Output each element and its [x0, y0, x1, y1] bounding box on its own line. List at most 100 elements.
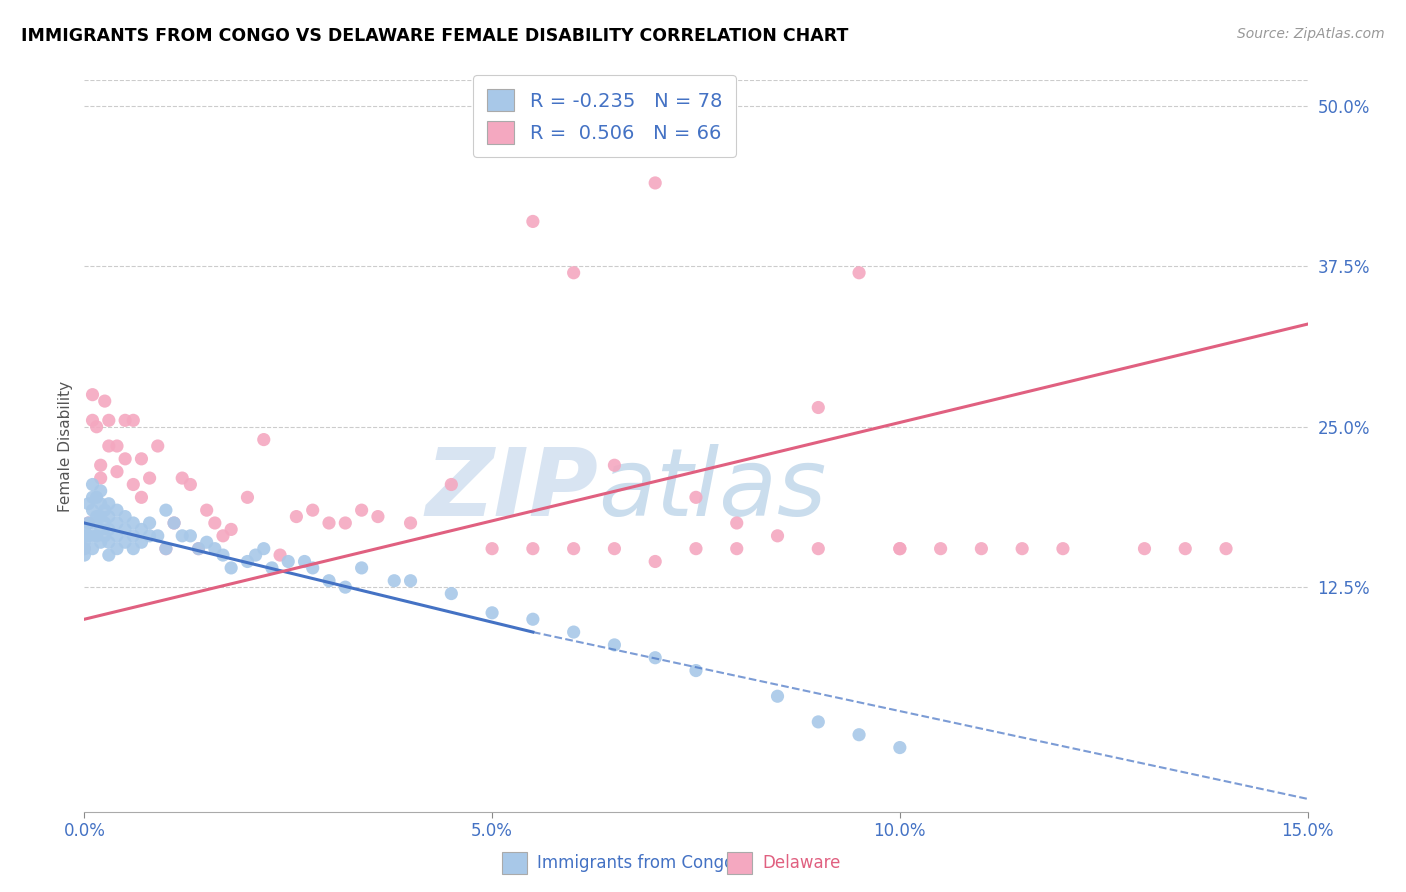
Point — [399, 516, 422, 530]
Point — [1215, 541, 1237, 556]
Point — [335, 516, 357, 530]
Point — [481, 541, 503, 556]
Point — [522, 541, 544, 556]
Point — [97, 535, 120, 549]
Point — [685, 541, 707, 556]
Point — [73, 529, 96, 543]
Point — [97, 523, 120, 537]
Point — [725, 516, 748, 530]
Point — [725, 541, 748, 556]
Point — [86, 529, 108, 543]
Point — [77, 516, 100, 530]
Point — [212, 529, 235, 543]
Point — [163, 516, 186, 530]
Point — [848, 728, 870, 742]
Point — [90, 471, 112, 485]
Point — [204, 516, 226, 530]
Point — [253, 433, 276, 447]
Point — [644, 650, 666, 665]
Point — [138, 529, 160, 543]
Point — [73, 541, 96, 556]
Point — [86, 491, 108, 505]
Point — [1052, 541, 1074, 556]
Point — [644, 176, 666, 190]
Point — [603, 458, 626, 473]
Point — [114, 523, 136, 537]
Point — [105, 503, 128, 517]
Text: ZIP: ZIP — [425, 444, 598, 536]
Point — [97, 509, 120, 524]
Point — [90, 509, 112, 524]
Point — [269, 548, 291, 562]
Point — [114, 451, 136, 466]
Text: Source: ZipAtlas.com: Source: ZipAtlas.com — [1237, 27, 1385, 41]
Point — [253, 541, 276, 556]
Point — [122, 529, 145, 543]
Point — [807, 401, 830, 415]
Point — [90, 523, 112, 537]
Point — [399, 574, 422, 588]
Point — [807, 714, 830, 729]
Point — [138, 471, 160, 485]
Point — [481, 606, 503, 620]
Point — [1133, 541, 1156, 556]
Point — [294, 554, 316, 568]
Point — [889, 541, 911, 556]
Point — [245, 548, 267, 562]
Y-axis label: Female Disability: Female Disability — [58, 380, 73, 512]
Point — [440, 477, 463, 491]
Point — [163, 516, 186, 530]
Point — [105, 541, 128, 556]
Point — [285, 509, 308, 524]
Point — [195, 503, 218, 517]
Point — [90, 535, 112, 549]
Text: atlas: atlas — [598, 444, 827, 535]
Text: Immigrants from Congo: Immigrants from Congo — [537, 854, 734, 871]
Point — [603, 541, 626, 556]
Point — [73, 548, 96, 562]
Point — [889, 740, 911, 755]
Point — [86, 509, 108, 524]
Point — [301, 561, 323, 575]
Point — [350, 503, 373, 517]
Point — [236, 491, 259, 505]
Point — [382, 574, 405, 588]
Point — [848, 266, 870, 280]
Point — [77, 529, 100, 543]
Point — [562, 266, 585, 280]
Point — [93, 503, 115, 517]
Point — [155, 541, 177, 556]
Point — [122, 516, 145, 530]
Point — [131, 451, 153, 466]
Point — [440, 586, 463, 600]
Point — [93, 516, 115, 530]
Point — [187, 541, 209, 556]
Point — [318, 574, 340, 588]
Point — [195, 535, 218, 549]
Point — [146, 529, 169, 543]
Point — [212, 548, 235, 562]
Point — [114, 535, 136, 549]
Point — [318, 516, 340, 530]
Point — [90, 458, 112, 473]
Point — [301, 503, 323, 517]
Point — [82, 491, 104, 505]
Point — [807, 541, 830, 556]
Point — [97, 413, 120, 427]
Point — [105, 516, 128, 530]
Point — [131, 535, 153, 549]
Point — [644, 554, 666, 568]
Point — [82, 516, 104, 530]
Point — [131, 491, 153, 505]
Point — [73, 523, 96, 537]
Point — [1011, 541, 1033, 556]
Point — [766, 690, 789, 704]
Point — [155, 541, 177, 556]
Point — [82, 413, 104, 427]
Point — [367, 509, 389, 524]
Point — [86, 419, 108, 434]
Point — [522, 612, 544, 626]
Point — [172, 529, 194, 543]
Point — [929, 541, 952, 556]
Point — [172, 471, 194, 485]
